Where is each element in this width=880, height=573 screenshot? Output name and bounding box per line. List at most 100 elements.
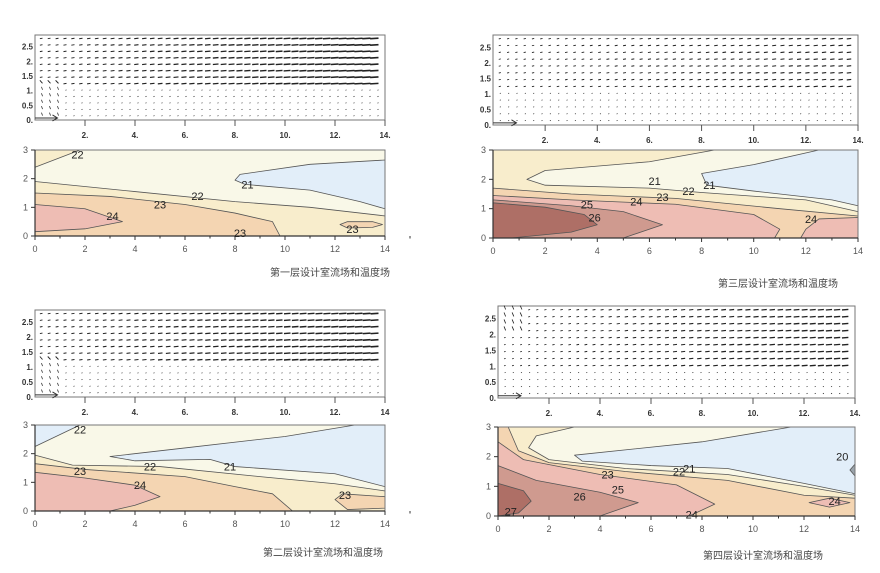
velocity-arrow bbox=[761, 315, 767, 318]
velocity-arrow bbox=[331, 332, 339, 335]
velocity-arrow bbox=[265, 95, 267, 98]
x-tick-label: 0 bbox=[495, 524, 500, 534]
velocity-arrow bbox=[809, 308, 816, 311]
velocity-arrow bbox=[339, 312, 347, 315]
velocity-arrow bbox=[672, 85, 677, 88]
velocity-arrow bbox=[228, 312, 235, 315]
velocity-arrow bbox=[212, 44, 219, 46]
velocity-arrow bbox=[330, 63, 339, 66]
velocity-arrow bbox=[745, 315, 751, 318]
velocity-arrow bbox=[573, 85, 576, 88]
y-tick-label: 1 bbox=[23, 477, 28, 487]
velocity-arrow bbox=[126, 358, 131, 361]
velocity-arrow bbox=[640, 329, 645, 332]
velocity-arrow bbox=[626, 378, 629, 381]
velocity-arrow bbox=[724, 120, 727, 122]
velocity-arrow bbox=[666, 120, 668, 122]
velocity-arrow bbox=[753, 357, 759, 360]
velocity-arrow bbox=[680, 308, 686, 311]
velocity-arrow bbox=[113, 372, 115, 374]
velocity-arrow bbox=[780, 51, 785, 54]
contour-label: 24 bbox=[630, 196, 642, 208]
velocity-arrow bbox=[722, 44, 727, 47]
velocity-arrow bbox=[121, 89, 123, 91]
velocity-arrow bbox=[602, 371, 604, 374]
velocity-arrow bbox=[684, 392, 686, 395]
velocity-arrow bbox=[800, 120, 802, 122]
velocity-arrow bbox=[177, 392, 179, 394]
velocity-arrow bbox=[213, 332, 219, 335]
velocity-arrow bbox=[291, 312, 299, 315]
velocity-arrow bbox=[47, 50, 51, 53]
velocity-arrow bbox=[772, 65, 777, 67]
velocity-arrow bbox=[624, 322, 629, 325]
velocity-arrow bbox=[102, 44, 107, 46]
velocity-arrow bbox=[730, 58, 735, 60]
x-tick-label: 12 bbox=[801, 246, 811, 256]
velocity-arrow bbox=[783, 106, 785, 108]
velocity-arrow bbox=[806, 385, 808, 388]
velocity-arrow bbox=[173, 82, 179, 85]
velocity-arrow bbox=[796, 44, 802, 47]
velocity-arrow bbox=[102, 345, 107, 348]
velocity-arrow bbox=[71, 332, 75, 335]
velocity-arrow bbox=[616, 99, 618, 101]
velocity-arrow bbox=[228, 44, 235, 46]
velocity-arrow bbox=[737, 315, 743, 318]
velocity-arrow bbox=[55, 332, 59, 335]
velocity-arrow bbox=[841, 120, 844, 122]
velocity-arrow bbox=[370, 82, 379, 85]
velocity-arrow bbox=[260, 319, 267, 322]
velocity-arrow bbox=[161, 365, 163, 367]
velocity-arrow bbox=[749, 120, 752, 122]
velocity-arrow bbox=[94, 57, 99, 59]
velocity-arrow bbox=[793, 315, 800, 318]
velocity-arrow bbox=[197, 319, 203, 322]
velocity-arrow bbox=[173, 76, 179, 79]
velocity-arrow bbox=[568, 309, 572, 311]
velocity-arrow bbox=[699, 92, 702, 94]
velocity-arrow bbox=[697, 37, 702, 40]
x-tick-label: 8 bbox=[699, 524, 704, 534]
velocity-arrow bbox=[94, 44, 99, 46]
velocity-arrow bbox=[94, 50, 99, 53]
velocity-arrow bbox=[86, 44, 91, 46]
velocity-arrow bbox=[584, 322, 588, 325]
velocity-arrow bbox=[689, 65, 693, 67]
velocity-arrow bbox=[289, 392, 291, 394]
velocity-arrow bbox=[244, 50, 251, 53]
velocity-arrow bbox=[618, 371, 621, 374]
velocity-arrow bbox=[643, 378, 645, 381]
velocity-arrow bbox=[691, 106, 693, 108]
velocity-arrow bbox=[268, 345, 275, 348]
velocity-arrow bbox=[209, 365, 211, 367]
velocity-arrow bbox=[838, 85, 843, 88]
velocity-arrow bbox=[94, 312, 99, 315]
velocity-arrow bbox=[569, 392, 572, 395]
velocity-arrow bbox=[632, 315, 637, 318]
velocity-arrow bbox=[830, 65, 835, 67]
velocity-arrow bbox=[773, 371, 776, 374]
velocity-arrow bbox=[664, 51, 668, 54]
velocity-arrow bbox=[741, 120, 743, 122]
velocity-arrow bbox=[548, 72, 551, 74]
velocity-arrow bbox=[257, 372, 259, 374]
velocity-arrow bbox=[833, 92, 835, 94]
x-tick-label: 0 bbox=[32, 519, 37, 529]
velocity-arrow bbox=[721, 343, 727, 346]
velocity-arrow bbox=[354, 352, 363, 355]
velocity-arrow bbox=[788, 51, 793, 54]
velocity-arrow bbox=[330, 56, 339, 59]
velocity-arrow bbox=[339, 319, 347, 322]
velocity-arrow bbox=[331, 338, 339, 341]
velocity-arrow bbox=[656, 85, 660, 88]
velocity-arrow bbox=[307, 43, 315, 46]
velocity-arrow bbox=[541, 99, 543, 101]
velocity-arrow bbox=[47, 345, 51, 348]
caption-floor-2: 第二层设计室流场和温度场 bbox=[263, 548, 383, 559]
velocity-arrow bbox=[699, 99, 702, 101]
velocity-arrow bbox=[516, 99, 518, 101]
velocity-arrow bbox=[511, 326, 515, 331]
velocity-arrow bbox=[721, 350, 727, 353]
